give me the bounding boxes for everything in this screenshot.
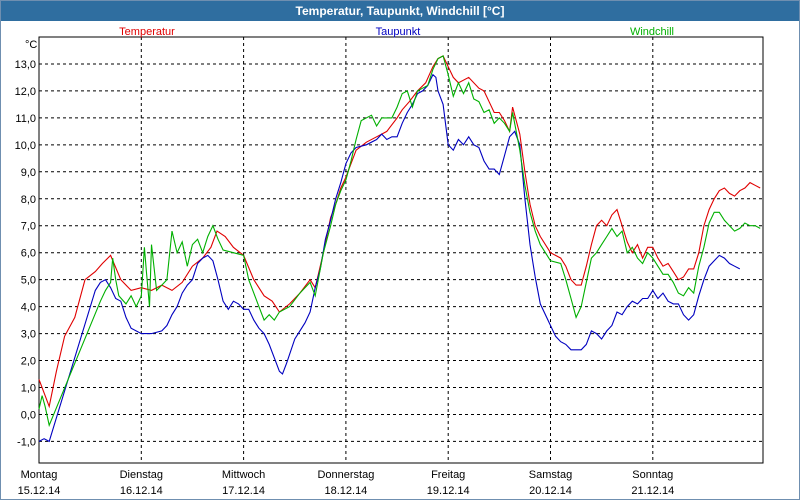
- x-axis-ticks: Montag 15.12.14 Dienstag 16.12.14 Mittwoch 17…: [18, 469, 675, 497]
- x-tick-date: 19.12.14: [427, 485, 470, 497]
- y-tick-label: 4,0: [21, 302, 36, 314]
- y-tick-label: 1,0: [21, 383, 36, 395]
- y-tick-label: 13,0: [15, 59, 36, 71]
- y-tick-label: 10,0: [15, 140, 36, 152]
- x-tick-day: Mittwoch: [222, 469, 265, 481]
- x-tick-day: Sonntag: [632, 469, 673, 481]
- grid-lines: [39, 37, 763, 463]
- x-tick-date: 17.12.14: [222, 485, 265, 497]
- series-lines: [38, 55, 761, 443]
- legend-temperatur: Temperatur: [119, 26, 175, 38]
- y-axis-ticks: -1,0 0,0 1,0 2,0 3,0 4,0 5,0 6,0 7,0 8,0 9,0 10,0 11…: [15, 59, 36, 448]
- x-tick-date: 15.12.14: [18, 485, 61, 497]
- y-tick-label: 7,0: [21, 221, 36, 233]
- y-tick-label: 12,0: [15, 86, 36, 98]
- x-tick-day: Dienstag: [120, 469, 163, 481]
- x-tick-day: Montag: [21, 469, 58, 481]
- legend-taupunkt: Taupunkt: [376, 26, 421, 38]
- plot-area-border: [38, 36, 764, 464]
- x-tick-day: Samstag: [529, 469, 572, 481]
- x-tick-day: Donnerstag: [317, 469, 374, 481]
- y-tick-label: 11,0: [15, 113, 36, 125]
- x-tick-day: Freitag: [431, 469, 465, 481]
- y-tick-label: 0,0: [21, 409, 36, 421]
- y-tick-label: 6,0: [21, 248, 36, 260]
- x-tick-date: 18.12.14: [324, 485, 367, 497]
- y-axis-unit: °C: [25, 39, 37, 51]
- series-line-taupunkt: [38, 73, 741, 443]
- x-tick-date: 16.12.14: [120, 485, 163, 497]
- series-line-windchill: [38, 55, 761, 428]
- y-tick-label: 3,0: [21, 329, 36, 341]
- y-tick-label: 2,0: [21, 356, 36, 368]
- series-line-temperatur: [38, 55, 761, 409]
- x-tick-date: 20.12.14: [529, 485, 572, 497]
- x-tick-date: 21.12.14: [631, 485, 674, 497]
- y-tick-label: -1,0: [17, 436, 36, 448]
- y-tick-label: 8,0: [21, 194, 36, 206]
- legend-windchill: Windchill: [630, 26, 674, 38]
- window-title: Temperatur, Taupunkt, Windchill [°C]: [1, 1, 799, 21]
- y-tick-label: 5,0: [21, 275, 36, 287]
- y-tick-label: 9,0: [21, 167, 36, 179]
